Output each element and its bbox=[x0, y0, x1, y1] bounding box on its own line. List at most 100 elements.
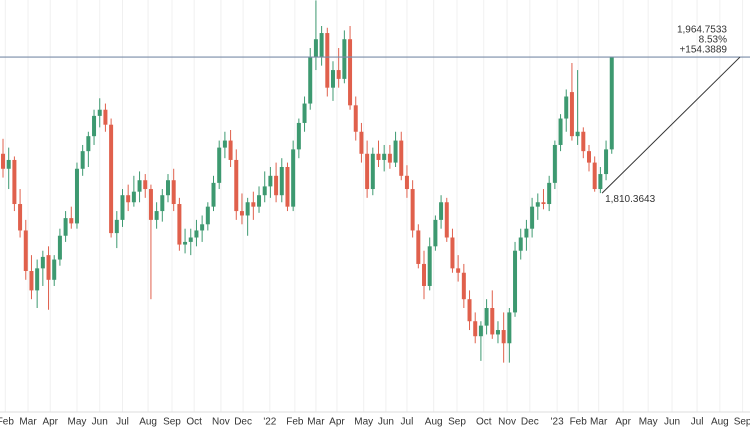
x-tick-label: Feb bbox=[286, 417, 304, 428]
x-tick-label: Jun bbox=[92, 417, 108, 428]
x-tick-label: Aug bbox=[425, 417, 443, 428]
candle-body bbox=[478, 325, 483, 337]
candle-body bbox=[592, 162, 597, 190]
candle-body bbox=[376, 153, 381, 160]
candle-body bbox=[541, 202, 546, 205]
candle-body bbox=[598, 174, 603, 190]
candle-body bbox=[143, 180, 148, 190]
candle-body bbox=[257, 195, 262, 207]
candle-body bbox=[393, 140, 398, 163]
candle-body bbox=[313, 39, 318, 57]
candle-body bbox=[507, 312, 512, 344]
candle-body bbox=[513, 250, 518, 313]
candle-body bbox=[348, 39, 353, 106]
x-tick-label: Jun bbox=[378, 417, 394, 428]
candle-body bbox=[450, 237, 455, 269]
candle-body bbox=[518, 237, 523, 251]
measure-high-label: 1,964.7533 bbox=[677, 25, 727, 36]
candle-body bbox=[279, 167, 284, 196]
x-tick-label: Sep bbox=[163, 417, 181, 428]
x-tick-label: Nov bbox=[212, 417, 230, 428]
candle-body bbox=[86, 136, 91, 152]
candle-body bbox=[74, 168, 79, 224]
x-tick-label: May bbox=[68, 417, 87, 428]
candle-body bbox=[194, 230, 199, 238]
candle-body bbox=[609, 57, 614, 150]
candle-body bbox=[188, 237, 193, 242]
candle-body bbox=[302, 103, 307, 123]
candle-body bbox=[35, 268, 40, 291]
candle-body bbox=[410, 189, 415, 231]
candle-body bbox=[552, 144, 557, 183]
candle-body bbox=[330, 70, 335, 88]
candle-body bbox=[530, 206, 535, 229]
x-tick-label: Feb bbox=[0, 417, 14, 428]
candle-body bbox=[171, 180, 176, 205]
candle-body bbox=[166, 180, 171, 196]
candle-body bbox=[200, 224, 205, 231]
candle-body bbox=[490, 308, 495, 335]
candle-body bbox=[444, 202, 449, 238]
candle-body bbox=[461, 272, 466, 300]
candle-body bbox=[245, 202, 250, 216]
candle-body bbox=[183, 241, 188, 245]
candle-body bbox=[137, 180, 142, 192]
candle-body bbox=[353, 105, 358, 132]
candle-body bbox=[40, 256, 45, 269]
candle-body bbox=[114, 219, 119, 234]
candle-body bbox=[547, 182, 552, 205]
candle-body bbox=[336, 70, 341, 79]
candle-body bbox=[291, 149, 296, 207]
x-tick-label: Sep bbox=[734, 417, 750, 428]
candle-body bbox=[222, 140, 227, 148]
candle-body bbox=[251, 202, 256, 207]
candle-body bbox=[399, 140, 404, 176]
candle-body bbox=[427, 246, 432, 286]
candle-body bbox=[325, 33, 330, 88]
candle-body bbox=[6, 159, 11, 169]
measure-change-label: +154.3889 bbox=[679, 45, 727, 56]
candle-body bbox=[416, 230, 421, 264]
candle-body bbox=[12, 159, 17, 205]
candle-body bbox=[484, 308, 489, 326]
candle-body bbox=[535, 202, 540, 207]
candle-body bbox=[120, 195, 125, 220]
x-tick-label: Jul bbox=[401, 417, 414, 428]
candle-body bbox=[160, 195, 165, 212]
candle-body bbox=[422, 263, 427, 286]
candle-body bbox=[524, 228, 529, 238]
candle-body bbox=[569, 92, 574, 137]
candle-body bbox=[29, 270, 34, 291]
candle-body bbox=[1, 153, 6, 169]
candle-body bbox=[558, 118, 563, 145]
x-tick-label: Sep bbox=[448, 417, 466, 428]
candle-body bbox=[501, 330, 506, 344]
candle-body bbox=[109, 124, 114, 234]
candle-body bbox=[370, 153, 375, 190]
candle-body bbox=[456, 268, 461, 273]
candle-body bbox=[92, 115, 97, 137]
candle-body bbox=[63, 218, 68, 236]
candle-body bbox=[439, 202, 444, 220]
x-tick-label: May bbox=[639, 417, 658, 428]
x-tick-label: Aug bbox=[711, 417, 729, 428]
candle-body bbox=[387, 153, 392, 163]
x-tick-label: Apr bbox=[329, 417, 345, 428]
candle-body bbox=[126, 195, 131, 203]
x-tick-label: Mar bbox=[307, 417, 325, 428]
x-tick-label: Jun bbox=[664, 417, 680, 428]
candle-body bbox=[564, 96, 569, 119]
candle-body bbox=[148, 189, 153, 220]
x-tick-label: '23 bbox=[551, 417, 564, 428]
x-tick-label: Nov bbox=[498, 417, 516, 428]
candle-body bbox=[268, 175, 273, 187]
candle-body bbox=[308, 56, 313, 104]
measure-pct-label: 8.53% bbox=[699, 35, 727, 46]
candle-body bbox=[467, 299, 472, 322]
candle-body bbox=[239, 211, 244, 216]
x-tick-label: Apr bbox=[42, 417, 58, 428]
candle-body bbox=[97, 109, 102, 116]
candle-body bbox=[69, 218, 74, 224]
candle-body bbox=[274, 175, 279, 196]
